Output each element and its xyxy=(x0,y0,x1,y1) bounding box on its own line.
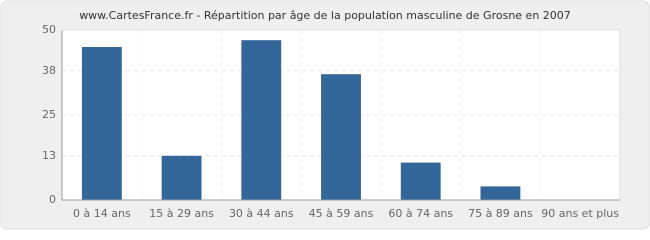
bar xyxy=(161,155,202,200)
x-tick-label: 0 à 14 ans xyxy=(73,207,131,220)
x-tick-label: 60 à 74 ans xyxy=(388,207,453,220)
y-tick-label: 25 xyxy=(42,108,56,121)
y-tick-label: 38 xyxy=(42,64,56,77)
y-tick-label: 13 xyxy=(42,149,56,162)
y-tick-label: 50 xyxy=(42,23,56,36)
bar xyxy=(321,74,361,200)
y-tick-label: 0 xyxy=(49,193,56,206)
chart-title: www.CartesFrance.fr - Répartition par âg… xyxy=(79,9,571,22)
bar xyxy=(480,186,521,200)
x-tick-label: 90 ans et plus xyxy=(541,207,619,220)
bar xyxy=(241,40,282,201)
x-tick-label: 15 à 29 ans xyxy=(149,207,214,220)
bar xyxy=(81,47,122,200)
chart: www.CartesFrance.fr - Répartition par âg… xyxy=(0,0,650,230)
x-tick-label: 30 à 44 ans xyxy=(229,207,294,220)
bar xyxy=(400,162,441,200)
x-tick-label: 75 à 89 ans xyxy=(468,207,533,220)
x-tick-label: 45 à 59 ans xyxy=(309,207,374,220)
page: {"chart_data": {"type": "bar", "title": … xyxy=(0,0,650,230)
